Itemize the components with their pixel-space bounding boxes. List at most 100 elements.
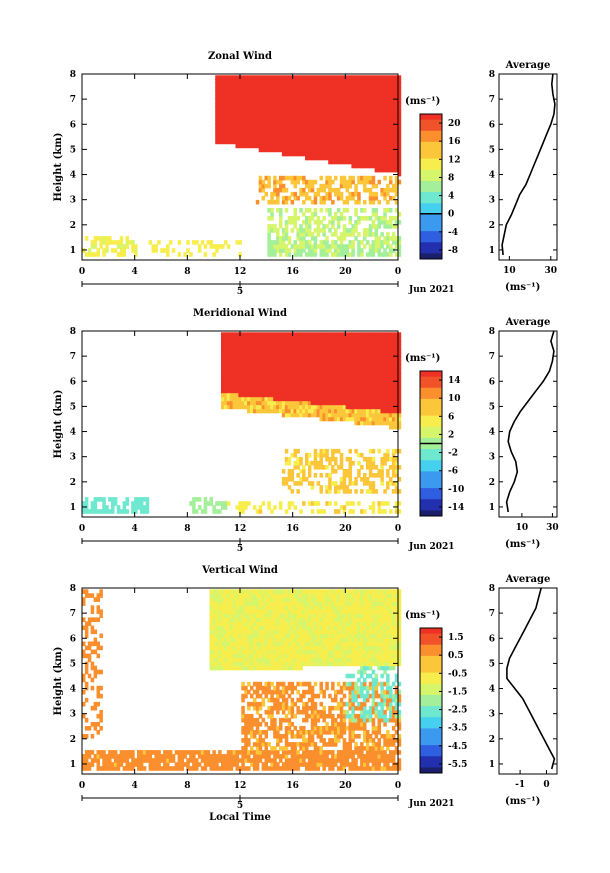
- heatmap-cell: [215, 115, 219, 121]
- colorbar-segment: [420, 236, 442, 243]
- heatmap-cell: [255, 348, 260, 353]
- heatmap-cell: [273, 613, 277, 618]
- heatmap-cell: [345, 372, 350, 378]
- heatmap-cell: [221, 762, 225, 767]
- heatmap-cell: [296, 332, 300, 337]
- heatmap-cell: [368, 195, 373, 201]
- heatmap-cell: [325, 372, 329, 378]
- heatmap-cell: [360, 340, 364, 345]
- heatmap-cell: [279, 236, 283, 241]
- heatmap-cell: [305, 83, 309, 88]
- heatmap-cell: [368, 380, 373, 386]
- heatmap-cell: [261, 372, 266, 378]
- heatmap-cell: [247, 645, 251, 651]
- heatmap-cell: [279, 392, 283, 398]
- heatmap-cell: [244, 364, 248, 369]
- heatmap-cell: [351, 119, 355, 125]
- heatmap-cell: [273, 400, 277, 406]
- heatmap-cell: [316, 119, 321, 125]
- heatmap-cell: [276, 179, 280, 185]
- heatmap-cell: [122, 766, 127, 771]
- heatmap-cell: [351, 352, 355, 357]
- heatmap-cell: [102, 754, 106, 759]
- heatmap-cell: [307, 95, 312, 100]
- heatmap-cell: [354, 224, 358, 229]
- heatmap-cell: [383, 147, 387, 153]
- heatmap-cell: [310, 408, 315, 414]
- heatmap-cell: [363, 127, 367, 133]
- heatmap-cell: [273, 661, 277, 667]
- heatmap-cell: [307, 131, 312, 137]
- average-x-tick-label: 30: [545, 266, 558, 276]
- heatmap-cell: [342, 485, 347, 490]
- heatmap-cell: [252, 344, 257, 349]
- heatmap-cell: [215, 633, 219, 639]
- heatmap-cell: [380, 477, 384, 482]
- heatmap-cell: [383, 344, 387, 349]
- heatmap-cell: [252, 115, 257, 121]
- heatmap-cell: [238, 625, 242, 631]
- heatmap-cell: [328, 388, 332, 394]
- heatmap-cell: [232, 629, 237, 635]
- heatmap-cell: [267, 228, 271, 233]
- heatmap-cell: [212, 613, 216, 618]
- heatmap-cell: [229, 135, 234, 141]
- heatmap-cell: [258, 633, 263, 639]
- heatmap-cell: [374, 400, 379, 406]
- heatmap-cell: [299, 232, 303, 237]
- heatmap-cell: [339, 485, 344, 490]
- heatmap-cell: [276, 388, 280, 394]
- heatmap-cell: [351, 396, 355, 402]
- heatmap-cell: [241, 352, 245, 357]
- heatmap-cell: [221, 340, 225, 345]
- heatmap-cell: [267, 356, 271, 361]
- heatmap-cell: [258, 742, 263, 747]
- heatmap-cell: [365, 159, 370, 165]
- heatmap-cell: [255, 609, 260, 614]
- heatmap-cell: [348, 123, 352, 129]
- heatmap-cell: [305, 151, 309, 157]
- heatmap-cell: [232, 593, 237, 598]
- heatmap-cell: [267, 408, 271, 414]
- heatmap-cell: [223, 404, 228, 410]
- heatmap-cell: [223, 352, 228, 357]
- heatmap-cell: [255, 115, 260, 121]
- heatmap-cell: [296, 340, 300, 345]
- heatmap-cell: [394, 400, 399, 406]
- heatmap-cell: [82, 677, 86, 683]
- heatmap-cell: [273, 119, 277, 125]
- heatmap-cell: [241, 649, 245, 655]
- heatmap-cell: [279, 119, 283, 125]
- heatmap-cell: [336, 344, 341, 349]
- heatmap-cell: [145, 509, 150, 514]
- heatmap-cell: [371, 412, 376, 418]
- heatmap-cell: [316, 372, 321, 378]
- heatmap-cell: [322, 143, 326, 149]
- heatmap-cell: [215, 87, 219, 92]
- heatmap-cell: [351, 240, 355, 245]
- heatmap-cell: [223, 762, 228, 767]
- heatmap-cell: [380, 252, 384, 257]
- heatmap-cell: [293, 95, 297, 100]
- heatmap-cell: [209, 501, 213, 506]
- heatmap-cell: [365, 187, 370, 193]
- heatmap-cell: [305, 400, 309, 406]
- heatmap-cell: [232, 139, 237, 145]
- heatmap-cell: [368, 485, 373, 490]
- heatmap-cell: [232, 661, 237, 667]
- heatmap-cell: [261, 119, 266, 125]
- heatmap-cell: [84, 726, 89, 731]
- heatmap-cell: [322, 127, 326, 133]
- heatmap-cell: [365, 75, 370, 80]
- heatmap-cell: [281, 356, 286, 361]
- heatmap-cell: [377, 420, 381, 426]
- heatmap-cell: [284, 368, 289, 374]
- heatmap-cell: [374, 380, 379, 386]
- heatmap-cell: [380, 360, 384, 365]
- heatmap-cell: [235, 103, 239, 108]
- heatmap-cell: [279, 336, 283, 341]
- heatmap-cell: [334, 240, 338, 245]
- heatmap-cell: [276, 115, 280, 121]
- heatmap-cell: [345, 139, 350, 145]
- heatmap-cell: [299, 127, 303, 133]
